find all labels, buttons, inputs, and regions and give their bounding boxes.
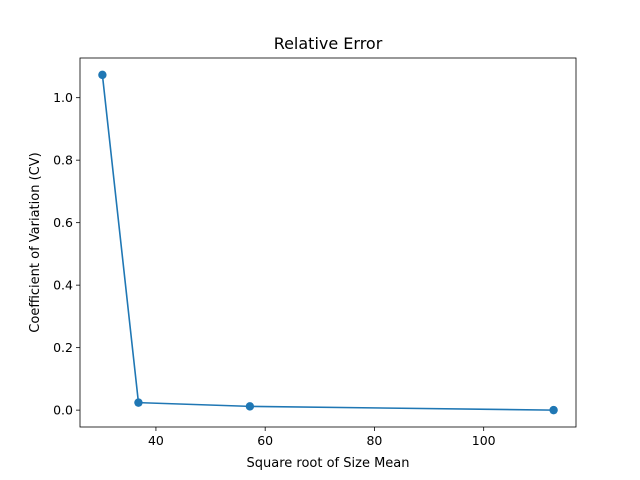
y-axis-label: Coefficient of Variation (CV): [28, 152, 43, 332]
plot-frame: [79, 57, 577, 428]
x-axis-label: Square root of Size Mean: [247, 456, 410, 471]
y-tick-label: 0.0: [53, 403, 73, 418]
y-tick-label: 1.0: [53, 90, 73, 105]
series-layer: [98, 70, 558, 415]
data-point: [98, 70, 107, 80]
x-axis-ticks: 40 60 80 100: [148, 427, 496, 448]
series-line: [101, 74, 555, 411]
chart-title: Relative Error: [274, 34, 383, 53]
x-tick-label: 80: [366, 433, 382, 448]
data-point: [549, 405, 558, 415]
y-tick-label: 0.4: [53, 278, 73, 293]
plot-area: [80, 58, 576, 427]
x-tick-label: 100: [472, 433, 496, 448]
x-tick-label: 60: [257, 433, 273, 448]
y-tick-label: 0.6: [53, 215, 73, 230]
y-tick-label: 0.8: [53, 153, 73, 168]
data-point: [134, 398, 143, 407]
data-point: [245, 402, 255, 411]
y-axis-ticks: 0.0 0.2 0.4 0.6 0.8 1.0: [53, 90, 80, 418]
x-tick-label: 40: [148, 433, 164, 448]
y-tick-label: 0.2: [53, 340, 73, 355]
